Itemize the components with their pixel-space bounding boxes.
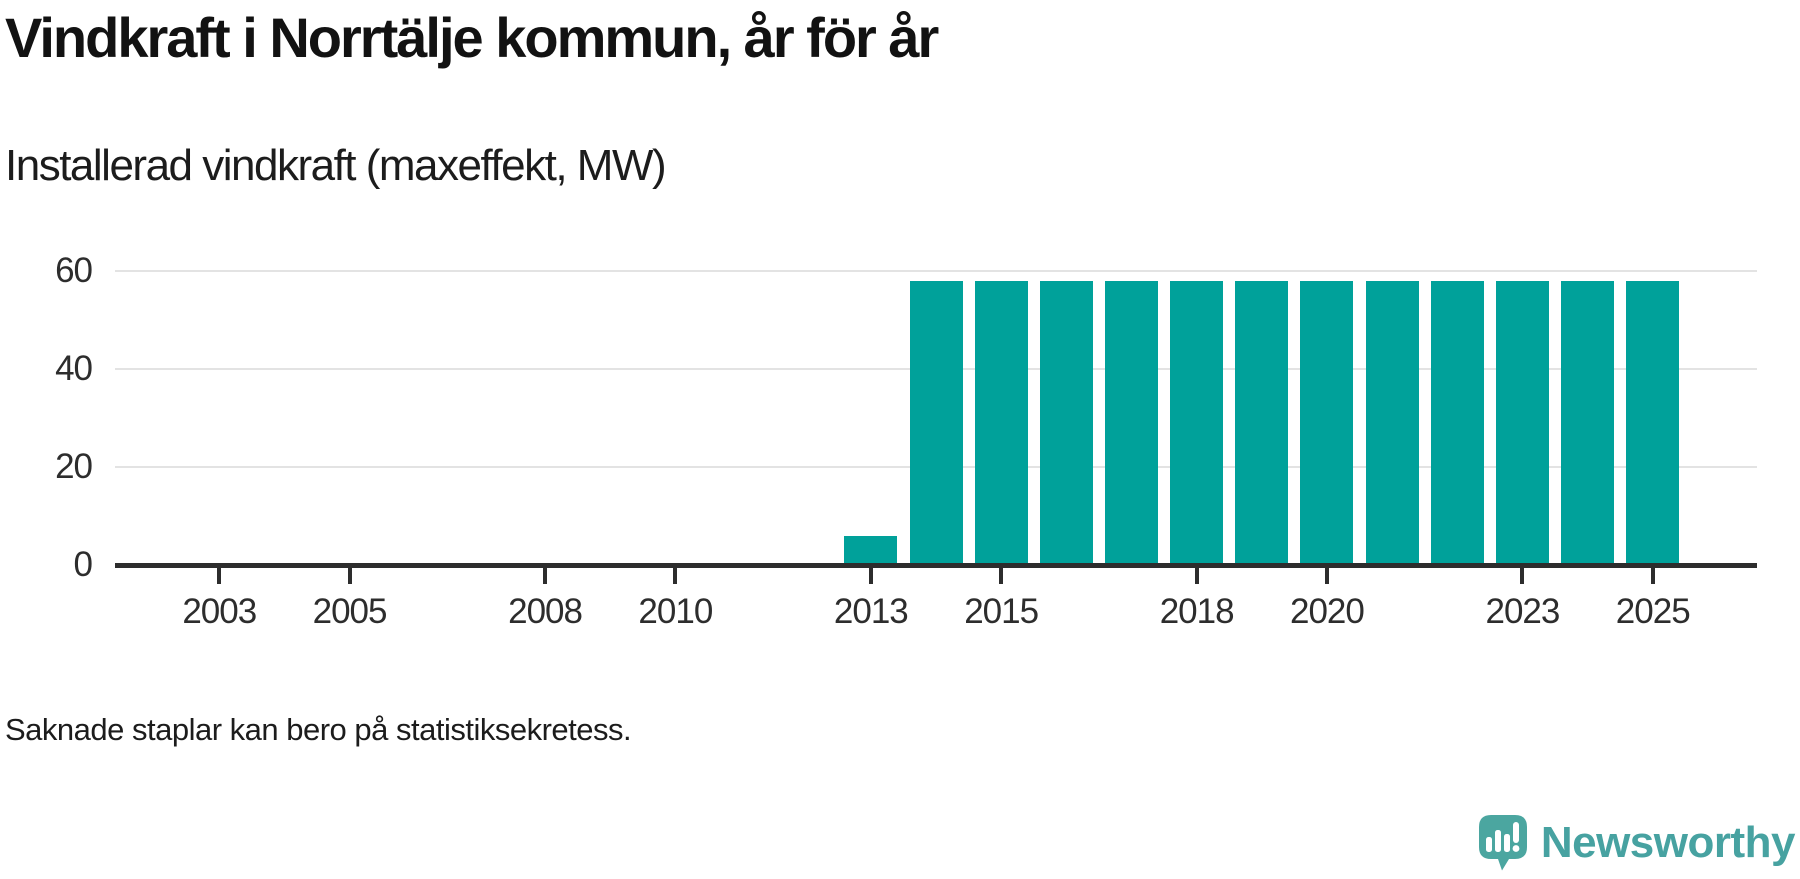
x-axis-tick-2023 [1520, 568, 1525, 584]
bar-2023 [1495, 280, 1549, 565]
x-axis-tick-label: 2025 [1615, 592, 1691, 631]
newsworthy-wordmark: Newsworthy [1540, 818, 1796, 867]
bar-2019 [1235, 280, 1289, 565]
x-axis-tick-2010 [673, 568, 678, 584]
x-axis-tick-2005 [347, 568, 352, 584]
x-axis-tick-label: 2005 [312, 592, 388, 631]
chart-subtitle: Installerad vindkraft (maxeffekt, MW) [5, 141, 667, 190]
y-axis-tick-label: 60 [55, 251, 93, 290]
newsworthy-logo: Newsworthy [1478, 815, 1796, 871]
x-axis-line [115, 563, 1757, 568]
x-axis-tick-2018 [1194, 568, 1199, 584]
x-axis-tick-label: 2013 [833, 592, 909, 631]
x-axis-tick-2013 [868, 568, 873, 584]
chart-title: Vindkraft i Norrtälje kommun, år för år [5, 6, 939, 69]
y-axis-tick-label: 20 [55, 447, 93, 486]
bar-2020 [1300, 280, 1354, 565]
y-axis-tick-label: 40 [55, 349, 93, 388]
bar-2013 [844, 535, 898, 565]
bar-2017 [1104, 280, 1158, 565]
x-axis-tick-2008 [543, 568, 548, 584]
x-axis-tick-label: 2018 [1159, 592, 1235, 631]
y-axis-tick-label: 0 [73, 545, 93, 584]
bar-2014 [909, 280, 963, 565]
x-axis-tick-label: 2003 [182, 592, 257, 631]
bar-2022 [1430, 280, 1484, 565]
bar-2015 [974, 280, 1028, 565]
x-axis-tick-2020 [1324, 568, 1329, 584]
newsworthy-icon [1478, 815, 1527, 871]
x-axis-tick-label: 2010 [638, 592, 713, 631]
bar-2016 [1039, 280, 1093, 565]
x-axis-tick-label: 2023 [1485, 592, 1560, 631]
bar-2018 [1170, 280, 1224, 565]
x-axis-tick-label: 2008 [508, 592, 583, 631]
x-axis-tick-2003 [217, 568, 222, 584]
x-axis-tick-2015 [999, 568, 1004, 584]
y-gridline-60 [115, 270, 1757, 272]
bar-2025 [1626, 280, 1680, 565]
footnote: Saknade staplar kan bero på statistiksek… [5, 712, 632, 747]
bar-2021 [1365, 280, 1419, 565]
x-axis-tick-label: 2015 [964, 592, 1039, 631]
bar-2024 [1561, 280, 1615, 565]
x-axis-tick-label: 2020 [1290, 592, 1365, 631]
x-axis-tick-2025 [1650, 568, 1655, 584]
